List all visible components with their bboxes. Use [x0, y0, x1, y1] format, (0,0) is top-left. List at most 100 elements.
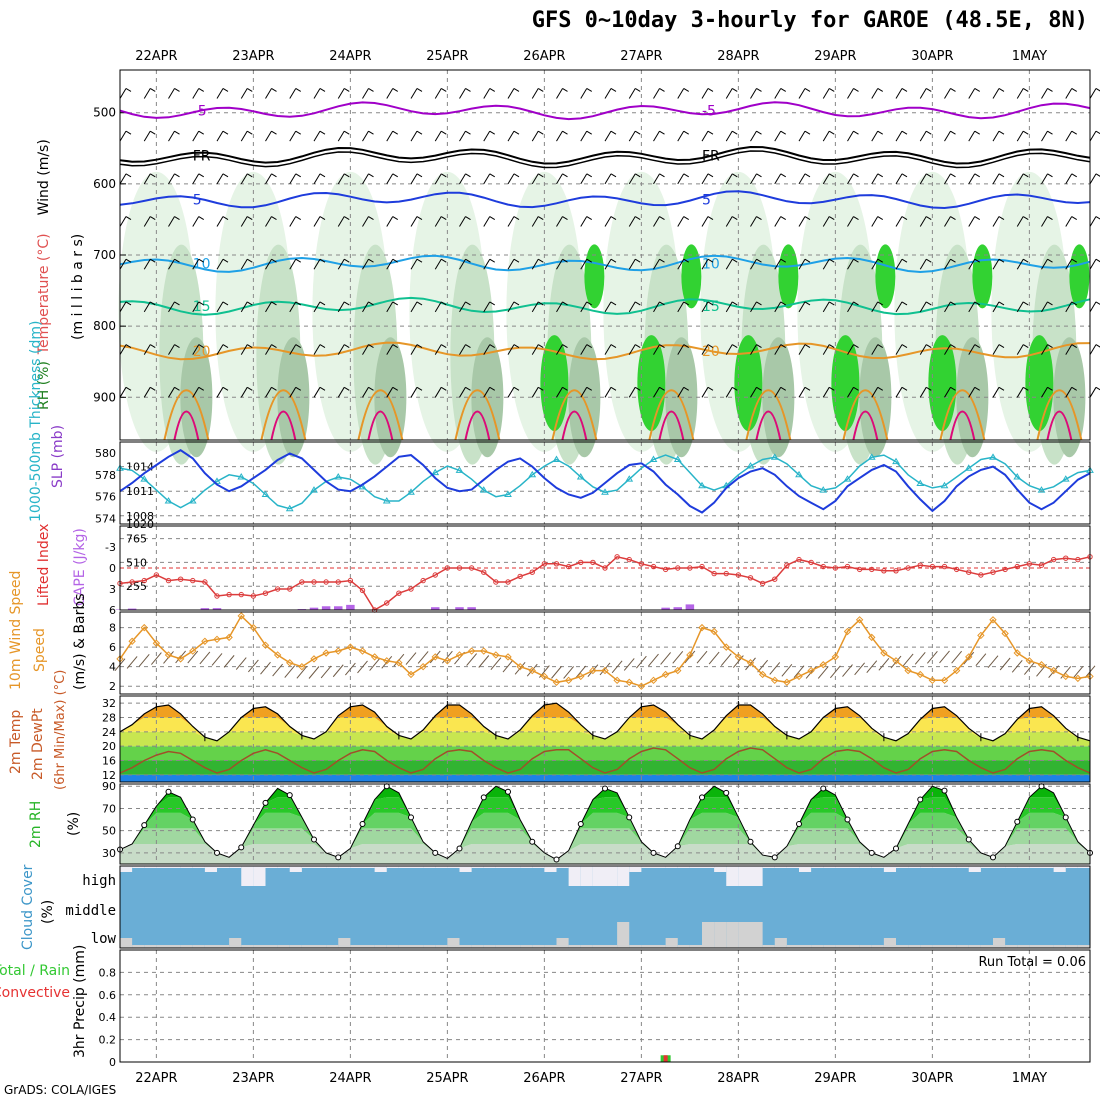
thickness-marker — [940, 481, 949, 489]
thickness-tick-label: 574 — [95, 513, 116, 526]
cloud-level-label: low — [91, 931, 117, 947]
cloud-high-bar — [217, 866, 230, 868]
rh-marker — [917, 796, 924, 803]
cloud-low-bar — [592, 945, 605, 948]
wind-barb — [974, 386, 981, 391]
cloud-high-bar — [1053, 866, 1066, 872]
cloud-low-bar — [908, 945, 921, 948]
li-marker — [299, 579, 305, 585]
wind-barb — [847, 88, 854, 99]
wind-barb — [531, 173, 539, 185]
surface-wind-barb — [126, 656, 138, 669]
cloud-high-bar — [471, 866, 484, 868]
rh-marker — [141, 822, 148, 829]
thickness-marker — [140, 475, 149, 482]
wind-barb — [756, 301, 762, 306]
li-marker — [711, 570, 717, 577]
wind-barb — [513, 301, 520, 306]
li-marker — [723, 570, 729, 577]
wind-barb — [774, 301, 782, 313]
wind-barb — [440, 344, 447, 349]
wind-barb — [822, 387, 830, 398]
wind-barb — [434, 130, 442, 142]
wind-barb — [410, 216, 418, 227]
y-axis-label: 10m Wind Speed — [8, 571, 24, 690]
wind-barb — [246, 173, 253, 178]
wind-barb — [604, 387, 612, 398]
li-marker — [978, 572, 984, 578]
wind-barb — [683, 386, 690, 391]
cloud-high-bar — [120, 866, 133, 872]
date-label-bottom: 23APR — [232, 1071, 274, 1086]
wind-barb — [901, 301, 908, 306]
wind-barb — [586, 216, 593, 220]
li-marker — [662, 566, 669, 573]
cloud-high-bar — [689, 866, 702, 868]
wind-barb — [192, 344, 200, 355]
wind-barb — [634, 216, 641, 220]
wind-barb — [604, 173, 612, 185]
wind-barb — [877, 301, 884, 306]
wind-barb — [562, 216, 568, 220]
wind-barb — [1095, 258, 1100, 263]
wind-barb — [653, 387, 660, 398]
wind-speed-marker — [783, 678, 791, 686]
cloud-low-bar — [702, 922, 715, 948]
rh-marker — [311, 836, 317, 843]
rh-tick-label: 50 — [102, 825, 116, 838]
date-label-top: 23APR — [232, 49, 274, 64]
rh-shade-green — [972, 244, 993, 309]
wind-barb — [459, 387, 466, 398]
wind-barb — [901, 258, 908, 263]
wind-barb — [507, 301, 515, 313]
wind-barb — [731, 344, 738, 349]
wind-barb — [343, 216, 350, 220]
wind-barb — [998, 386, 1005, 391]
wind-barb — [901, 88, 908, 92]
wind-barb — [416, 216, 423, 220]
wind-barb — [192, 130, 200, 142]
wind-barb — [580, 88, 588, 99]
cloud-high-bar — [520, 866, 533, 868]
cloud-high-bar — [1077, 866, 1090, 868]
wind-barb — [489, 88, 496, 92]
wind-barb — [822, 88, 830, 99]
surface-wind-barb — [842, 664, 853, 677]
surface-wind-barb — [793, 665, 805, 678]
panel-frame — [119, 949, 1091, 1063]
surface-wind-barb — [138, 653, 150, 667]
surface-wind-barb — [963, 651, 975, 665]
wind-barb — [174, 386, 180, 391]
wind-barb — [919, 258, 927, 270]
date-label-top: 24APR — [329, 49, 371, 64]
wind-barb — [271, 386, 277, 391]
wind-barb — [368, 344, 374, 349]
rh-shade-green — [584, 244, 605, 309]
wind-speed-marker — [176, 655, 185, 663]
wind-speed-marker — [940, 676, 949, 685]
wind-barb — [265, 216, 272, 227]
wind-barb — [143, 216, 151, 227]
li-tick-label: 0 — [109, 562, 116, 575]
wind-barb — [804, 216, 811, 220]
cloud-low-bar — [508, 945, 521, 948]
wind-barb — [707, 130, 714, 135]
wind-speed-marker — [1013, 649, 1021, 657]
wind-barb — [822, 258, 830, 270]
wind-barb — [1016, 88, 1024, 99]
li-tick-label: 6 — [109, 604, 116, 617]
thickness-marker — [310, 486, 318, 493]
wind-barb — [392, 258, 399, 263]
wind-barb — [295, 216, 302, 220]
cloud-high-bar — [168, 866, 181, 868]
wind-barb — [895, 301, 903, 313]
wind-speed-marker — [467, 647, 476, 655]
rh-tick-label: 30 — [102, 847, 116, 860]
date-label-top: 22APR — [135, 49, 177, 64]
li-marker — [202, 579, 208, 585]
li-marker — [747, 575, 754, 581]
li-marker — [311, 579, 317, 585]
wind-speed-marker — [540, 672, 549, 681]
isotherm-label: FR — [702, 148, 720, 164]
cloud-high-bar — [811, 866, 824, 868]
